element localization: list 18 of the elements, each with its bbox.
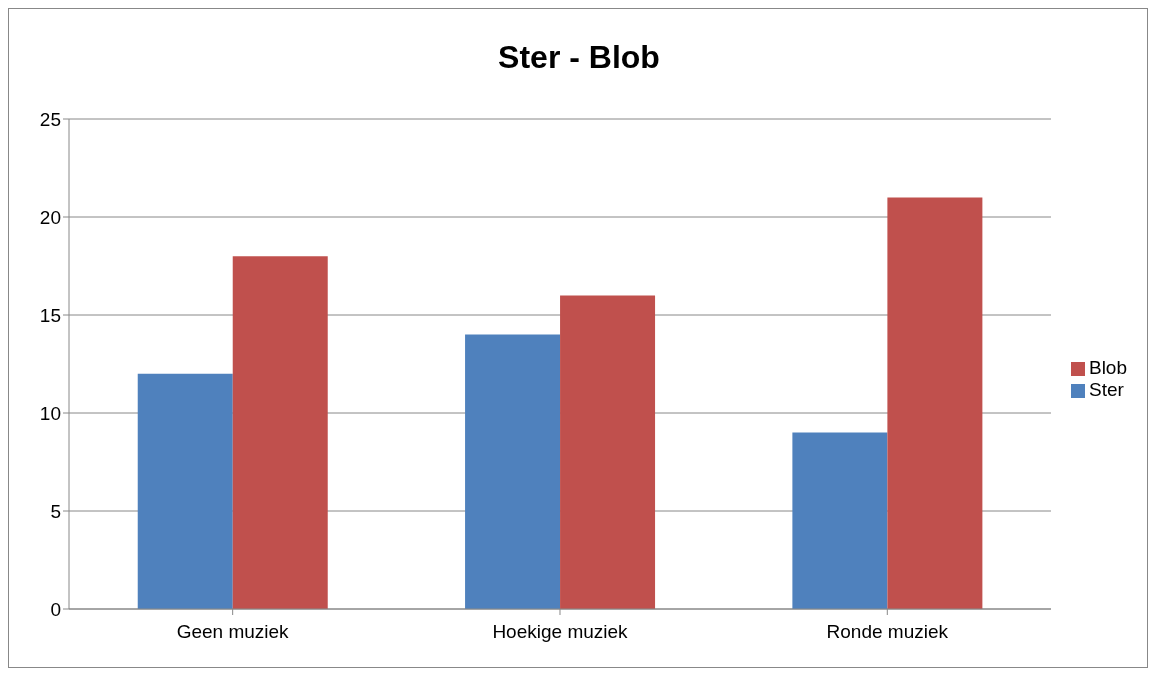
bar [792,432,888,609]
bar [887,197,983,609]
y-tick-label: 15 [39,304,61,326]
chart-title: Ster - Blob [497,39,661,76]
y-tick-label: 5 [50,500,61,522]
bar [232,256,328,609]
bar [560,295,656,609]
x-tick-label: Ronde muziek [826,621,949,643]
bar [465,334,561,609]
y-tick-label: 0 [50,598,61,620]
legend-label: Ster [1088,379,1124,400]
bar [137,373,233,609]
x-tick-label: Hoekige muziek [492,621,629,643]
legend-label: Blob [1088,357,1127,378]
y-tick-label: 10 [39,402,61,424]
y-tick-label: 25 [39,108,61,130]
x-tick-label: Geen muziek [176,621,290,643]
y-tick-label: 20 [39,206,61,228]
